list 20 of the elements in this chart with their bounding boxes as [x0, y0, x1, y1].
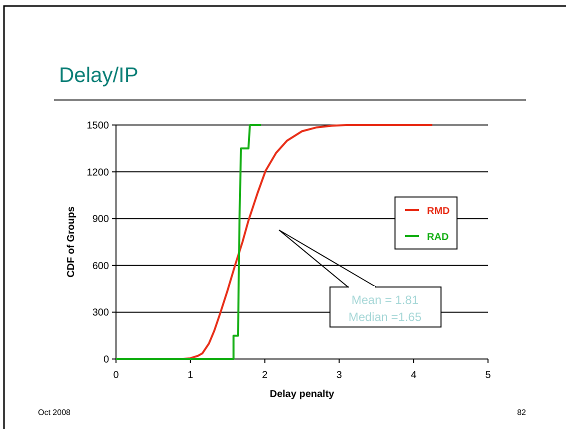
y-tick-label: 600	[92, 260, 110, 272]
y-tick-label: 1200	[86, 167, 110, 178]
x-axis-title: Delay penalty	[270, 389, 335, 400]
x-tick-label: 2	[262, 370, 268, 381]
y-tick-label: 900	[92, 214, 110, 226]
chart-title: Delay/IP	[59, 64, 138, 87]
text: Oct 2008	[38, 408, 72, 417]
legend-label: RAD	[427, 232, 449, 243]
legend-label: RMD	[427, 206, 450, 217]
x-tick-label: 0	[113, 370, 120, 381]
y-tick-label: 1500	[86, 120, 110, 132]
text: 82	[517, 408, 527, 417]
x-tick-label: 4	[410, 370, 417, 381]
x-tick-label: 5	[485, 370, 492, 381]
y-tick-label: 0	[103, 354, 110, 366]
x-tick-label: 1	[188, 370, 194, 381]
annotation: Mean = 1.81 Median =1.65	[348, 293, 422, 324]
y-tick-label: 300	[92, 308, 110, 319]
x-tick-label: 3	[336, 370, 342, 381]
y-axis-title: CDF of Groups	[66, 206, 77, 278]
